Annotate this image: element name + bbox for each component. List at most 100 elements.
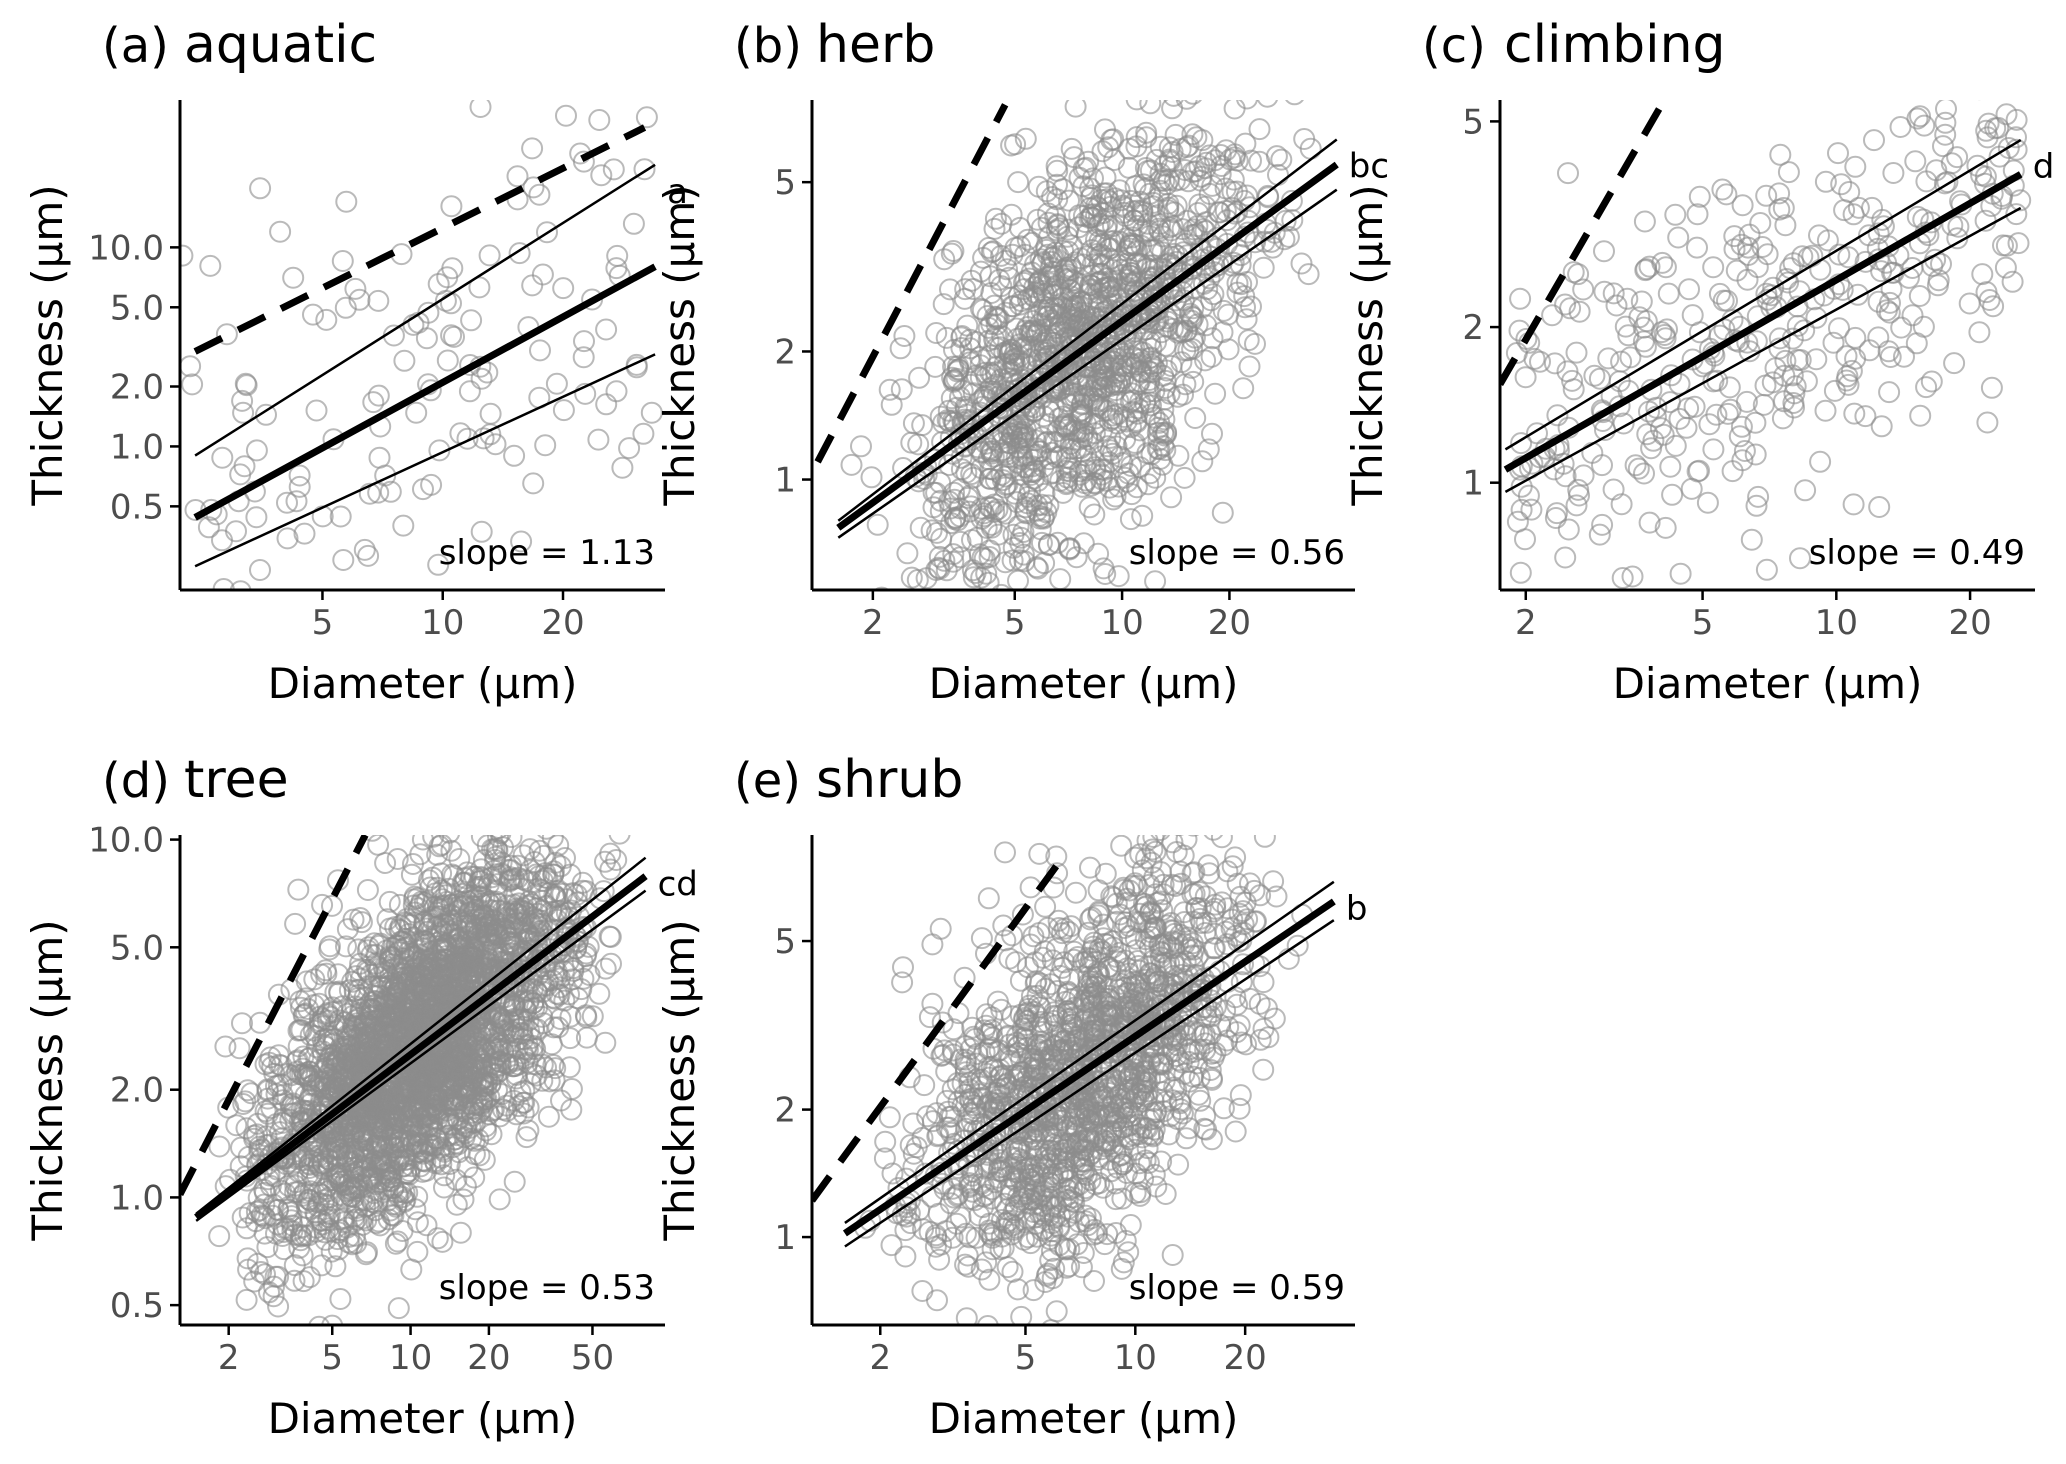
data-point [1805, 306, 1828, 329]
data-point [231, 389, 254, 412]
x-axis-title: Diameter (μm) [268, 659, 578, 708]
data-point [1591, 454, 1613, 477]
data-point [276, 1217, 299, 1240]
data-point [1046, 371, 1069, 394]
data-point [1238, 196, 1261, 219]
data-point [1244, 332, 1266, 355]
data-point [969, 354, 992, 377]
data-point [1211, 501, 1234, 524]
data-point [231, 1012, 253, 1035]
data-point [1139, 331, 1162, 354]
data-point [1619, 346, 1642, 369]
data-point [1688, 321, 1711, 344]
data-point [399, 914, 422, 937]
data-point [1733, 440, 1756, 462]
data-point [1627, 457, 1650, 480]
data-point [208, 1135, 231, 1158]
data-point [1008, 284, 1030, 307]
data-point [1842, 493, 1865, 516]
data-point [1201, 422, 1223, 445]
data-point [1257, 100, 1278, 108]
data-point [1935, 100, 1957, 120]
data-point [946, 509, 969, 532]
data-point [180, 244, 194, 267]
data-point [1237, 329, 1260, 352]
data-point [1997, 137, 2020, 159]
data-point [254, 1100, 277, 1123]
data-point [1163, 100, 1184, 107]
data-point [502, 908, 525, 931]
data-point [374, 464, 397, 487]
data-point [1572, 464, 1595, 487]
data-point [1137, 270, 1160, 293]
data-point [363, 932, 386, 955]
data-point [2005, 126, 2027, 149]
data-point [930, 527, 953, 550]
data-point [632, 422, 655, 445]
data-point [1546, 404, 1569, 427]
data-point [214, 1035, 237, 1058]
data-point [635, 106, 658, 129]
data-point [1980, 376, 2003, 399]
data-point [595, 318, 618, 341]
data-point [477, 927, 500, 950]
data-point [1660, 364, 1683, 387]
data-point [1554, 465, 1577, 488]
data-point [1755, 558, 1778, 581]
data-point [1109, 313, 1132, 336]
data-point [293, 1099, 315, 1122]
data-point [1933, 172, 1956, 195]
data-point [415, 1214, 438, 1237]
data-point [544, 1057, 567, 1080]
data-point [443, 325, 465, 348]
data-point [1059, 433, 1082, 455]
data-point [288, 1019, 311, 1041]
plot-area [1500, 100, 2032, 589]
data-point [1784, 375, 1807, 398]
x-tick-label: 10 [421, 603, 464, 643]
data-point [305, 399, 328, 422]
data-point [896, 542, 919, 565]
data-point [1889, 116, 1912, 138]
data-point [329, 1288, 352, 1310]
data-point [426, 1227, 449, 1250]
data-point [1977, 112, 2000, 135]
data-point [1686, 203, 1709, 226]
data-point [1624, 454, 1647, 477]
data-point [1661, 483, 1684, 506]
data-point [256, 1087, 279, 1110]
data-point [1844, 155, 1867, 178]
data-point [1037, 211, 1060, 234]
data-point [552, 399, 575, 422]
data-point [1197, 438, 1220, 461]
data-point [1723, 238, 1746, 261]
data-point [1593, 280, 1616, 303]
data-point [315, 308, 338, 331]
data-point [537, 1105, 560, 1128]
data-point [1915, 376, 1938, 399]
data-point [1678, 278, 1700, 301]
data-point [559, 1005, 582, 1028]
data-point [319, 1169, 342, 1192]
data-point [463, 895, 485, 918]
data-point [1633, 462, 1655, 485]
data-point [1165, 194, 1188, 217]
data-point [595, 393, 618, 416]
data-point [503, 1170, 526, 1193]
data-point [521, 137, 544, 160]
data-point [1214, 200, 1237, 222]
data-point [528, 183, 551, 206]
data-point [1057, 456, 1080, 479]
data-point [384, 1232, 407, 1255]
data-point [1116, 470, 1139, 493]
data-point [478, 244, 501, 267]
data-point [611, 456, 634, 479]
data-point [1640, 437, 1663, 460]
data-point [1828, 317, 1850, 340]
data-point [941, 366, 964, 389]
data-point [1161, 100, 1184, 120]
data-point [438, 835, 460, 844]
data-point [376, 908, 399, 931]
data-point [211, 446, 234, 469]
data-point [860, 466, 883, 489]
